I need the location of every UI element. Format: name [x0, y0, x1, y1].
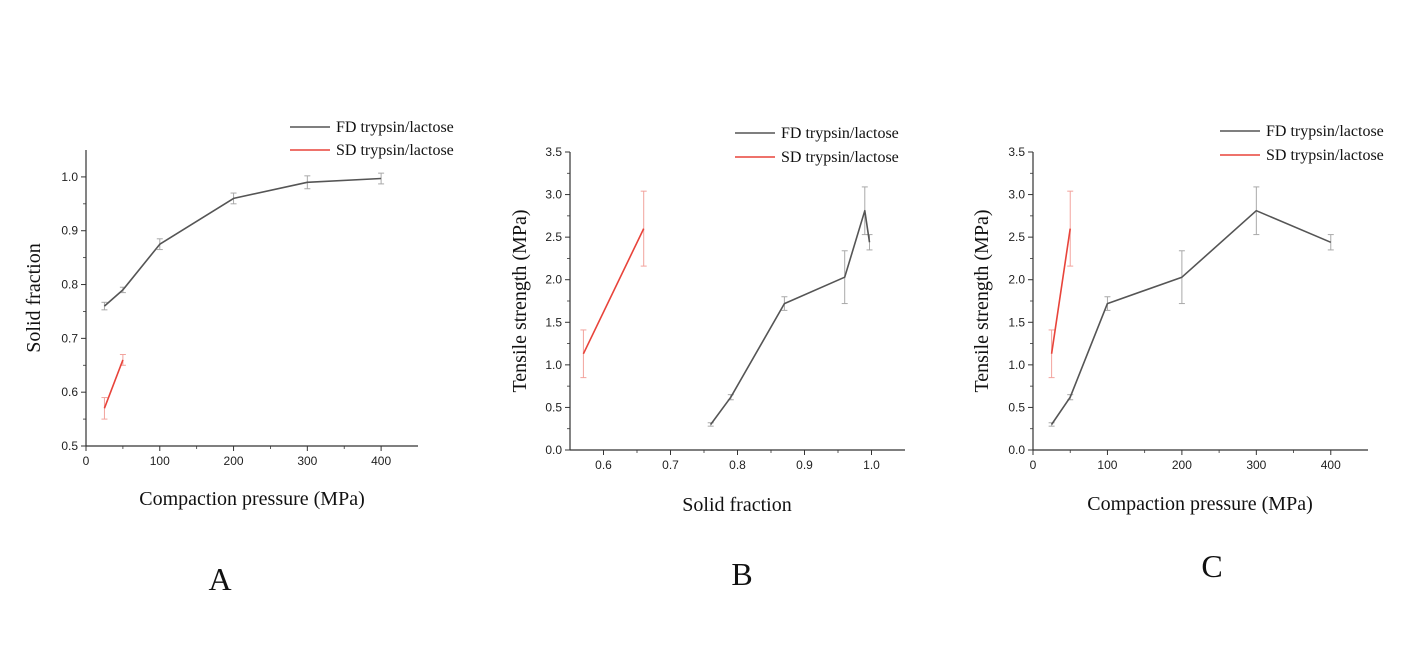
legend-label-sd: SD trypsin/lactose: [1266, 147, 1384, 164]
y-axis-title: Tensile strength (MPa): [971, 209, 993, 392]
series-fd: [707, 186, 873, 427]
y-tick-label: 1.0: [1008, 358, 1025, 372]
y-tick-label: 2.0: [1008, 273, 1025, 287]
y-tick-label: 2.0: [545, 273, 562, 287]
panel-label: B: [731, 556, 752, 592]
x-tick-label: 0.9: [796, 458, 813, 472]
y-tick-label: 1.0: [545, 358, 562, 372]
series-line-sd: [103, 359, 124, 409]
y-tick-label: 0.8: [61, 278, 78, 292]
y-tick-label: 0.5: [61, 439, 78, 453]
y-tick-label: 0.0: [1008, 443, 1025, 457]
y-tick-label: 2.5: [1008, 230, 1025, 244]
y-tick-label: 0.0: [545, 443, 562, 457]
y-tick-label: 0.9: [61, 224, 78, 238]
x-tick-label: 100: [150, 454, 170, 468]
x-axis-title: Solid fraction: [682, 494, 791, 516]
legend-label-fd: FD trypsin/lactose: [1266, 123, 1384, 140]
legend-label-fd: FD trypsin/lactose: [336, 119, 454, 136]
y-tick-label: 1.5: [1008, 315, 1025, 329]
x-tick-label: 300: [297, 454, 317, 468]
x-tick-label: 0: [83, 454, 90, 468]
legend-label-sd: SD trypsin/lactose: [781, 149, 899, 166]
x-tick-label: 300: [1246, 458, 1266, 472]
x-tick-label: 0.7: [662, 458, 679, 472]
x-tick-label: 100: [1097, 458, 1117, 472]
y-tick-label: 3.0: [545, 188, 562, 202]
y-tick-label: 1.5: [545, 315, 562, 329]
y-tick-label: 3.5: [545, 145, 562, 159]
x-tick-label: 400: [1321, 458, 1341, 472]
x-tick-label: 200: [224, 454, 244, 468]
y-tick-label: 0.7: [61, 331, 78, 345]
y-tick-label: 3.5: [1008, 145, 1025, 159]
series-sd: [1048, 190, 1074, 379]
legend-label-sd: SD trypsin/lactose: [336, 142, 454, 159]
y-tick-label: 0.5: [1008, 400, 1025, 414]
y-tick-label: 0.6: [61, 385, 78, 399]
y-tick-label: 3.0: [1008, 188, 1025, 202]
series-line-sd: [1050, 228, 1071, 354]
x-tick-label: 0: [1030, 458, 1037, 472]
panel-label: A: [208, 561, 231, 597]
x-tick-label: 400: [371, 454, 391, 468]
y-axis-title: Tensile strength (MPa): [509, 209, 531, 392]
series-line-fd: [103, 177, 382, 307]
series-line-sd: [582, 228, 645, 355]
x-tick-label: 0.8: [729, 458, 746, 472]
series-sd: [580, 190, 647, 379]
series-sd: [101, 354, 126, 420]
series-line-fd: [1050, 209, 1332, 425]
x-axis-title: Compaction pressure (MPa): [1087, 493, 1313, 515]
series-fd: [1048, 186, 1334, 427]
y-tick-label: 2.5: [545, 230, 562, 244]
series-fd: [101, 172, 385, 311]
chart-panel-a: 0.5 0.6 0.7 0.8 0.9 1.0 0 100 200 300 400 Compactio…: [23, 119, 454, 597]
chart-panel-c: 0.0 0.5 1.0 1.5 2.0 2.5 3.0 3.5 0 100 200 300 400 Com…: [971, 123, 1384, 584]
x-tick-label: 1.0: [863, 458, 880, 472]
y-tick-label: 0.5: [545, 400, 562, 414]
x-tick-label: 0.6: [595, 458, 612, 472]
x-axis-title: Compaction pressure (MPa): [139, 488, 365, 510]
panel-label: C: [1201, 548, 1222, 584]
series-line-fd: [710, 209, 871, 425]
chart-panel-b: 0.0 0.5 1.0 1.5 2.0 2.5 3.0 3.5 0.6 0.7 0.8 0.9 1.0 S…: [509, 125, 905, 592]
legend-label-fd: FD trypsin/lactose: [781, 125, 899, 142]
y-tick-label: 1.0: [61, 170, 78, 184]
y-axis-title: Solid fraction: [23, 243, 45, 352]
x-tick-label: 200: [1172, 458, 1192, 472]
